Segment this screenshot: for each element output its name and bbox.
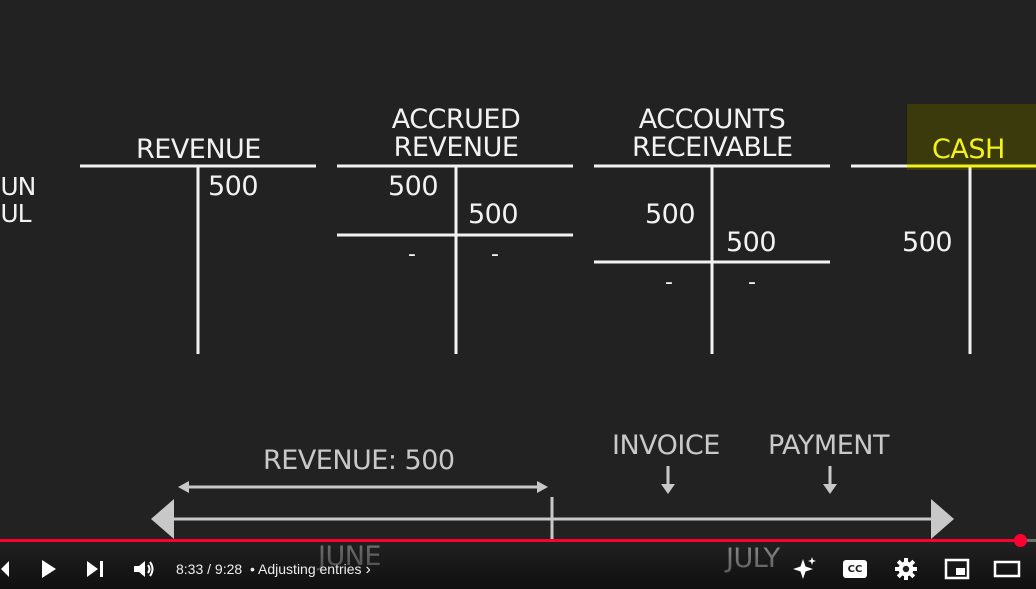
- accrued-heading-line2: REVENUE: [393, 132, 519, 163]
- miniplayer-icon[interactable]: [943, 556, 971, 582]
- theater-mode-icon[interactable]: [992, 556, 1022, 582]
- ar-debit-balance: -: [665, 270, 673, 295]
- chapter-button[interactable]: • Adjusting entries ›: [250, 560, 371, 579]
- progress-played: [0, 539, 1021, 542]
- progress-scrubber[interactable]: [1014, 534, 1028, 547]
- timeline-right-head: [931, 499, 954, 539]
- accrued-credit-balance: -: [491, 242, 499, 267]
- ar-heading-line1: ACCOUNTS: [638, 104, 786, 135]
- ar-credit-balance: -: [748, 270, 756, 295]
- revenue-period-label: REVENUE: 500: [263, 445, 455, 476]
- accrued-credit-jul: 500: [468, 199, 519, 230]
- invoice-arrow-head: [661, 484, 675, 494]
- accrued-debit-jun: 500: [388, 171, 439, 202]
- cash-highlight: [907, 104, 1036, 170]
- cc-label: CC: [843, 560, 867, 578]
- accrued-debit-balance: -: [408, 242, 416, 267]
- cash-debit-jul: 500: [902, 227, 953, 258]
- revenue-heading: REVENUE: [136, 134, 261, 165]
- ar-credit-jul: 500: [726, 227, 777, 258]
- progress-bar[interactable]: [0, 534, 1036, 547]
- period-arrow-left-head: [178, 481, 189, 493]
- payment-arrow-head: [823, 484, 837, 494]
- accrued-heading-line1: ACCRUED: [391, 104, 521, 135]
- invoice-label: INVOICE: [612, 430, 720, 461]
- closed-captions-icon[interactable]: CC: [841, 556, 869, 582]
- volume-icon[interactable]: [130, 556, 158, 582]
- ar-debit-jul: 500: [645, 199, 696, 230]
- chapter-title: Adjusting entries: [258, 561, 362, 577]
- chevron-right-icon: ›: [365, 561, 371, 578]
- row-label-jul: JUL: [0, 199, 32, 228]
- cash-heading: CASH: [932, 134, 1005, 165]
- time-display: 8:33 / 9:28: [176, 561, 243, 577]
- play-icon[interactable]: [34, 556, 62, 582]
- payment-label: PAYMENT: [768, 430, 889, 461]
- skip-previous-icon[interactable]: [0, 556, 12, 582]
- chapter-separator: •: [250, 561, 255, 577]
- timeline-left-head: [151, 499, 174, 539]
- row-label-jun: JUN: [0, 172, 36, 201]
- period-arrow-right-head: [537, 481, 548, 493]
- skip-next-icon[interactable]: [82, 556, 108, 582]
- sparkle-icon[interactable]: [790, 556, 818, 582]
- revenue-credit-jun: 500: [208, 171, 259, 202]
- gear-icon[interactable]: [892, 556, 920, 582]
- ar-heading-line2: RECEIVABLE: [632, 132, 793, 163]
